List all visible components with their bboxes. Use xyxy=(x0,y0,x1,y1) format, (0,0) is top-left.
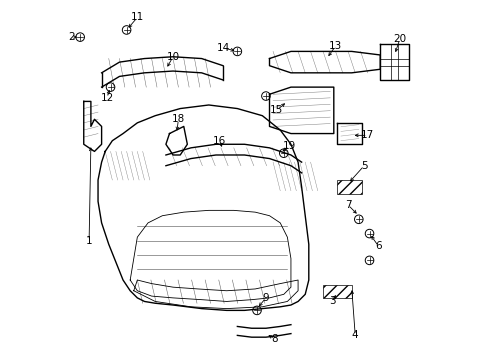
FancyBboxPatch shape xyxy=(337,180,362,194)
Text: 16: 16 xyxy=(212,136,225,146)
FancyBboxPatch shape xyxy=(323,285,351,298)
Text: 1: 1 xyxy=(85,236,92,246)
Text: 11: 11 xyxy=(130,13,143,22)
Text: 10: 10 xyxy=(166,52,179,62)
Text: 5: 5 xyxy=(360,161,366,171)
Text: 19: 19 xyxy=(282,141,295,151)
Text: 12: 12 xyxy=(100,93,113,103)
Text: 2: 2 xyxy=(68,32,74,42)
Text: 8: 8 xyxy=(271,334,278,344)
Text: 9: 9 xyxy=(262,293,269,303)
Text: 18: 18 xyxy=(171,114,184,124)
Text: 17: 17 xyxy=(360,130,374,140)
Text: 13: 13 xyxy=(328,41,342,51)
Text: 4: 4 xyxy=(351,330,358,341)
Text: 14: 14 xyxy=(216,43,229,53)
Text: 20: 20 xyxy=(392,34,406,44)
Text: 3: 3 xyxy=(328,296,335,306)
Text: 6: 6 xyxy=(374,241,381,251)
Text: 7: 7 xyxy=(344,200,351,210)
Text: 15: 15 xyxy=(269,105,283,115)
